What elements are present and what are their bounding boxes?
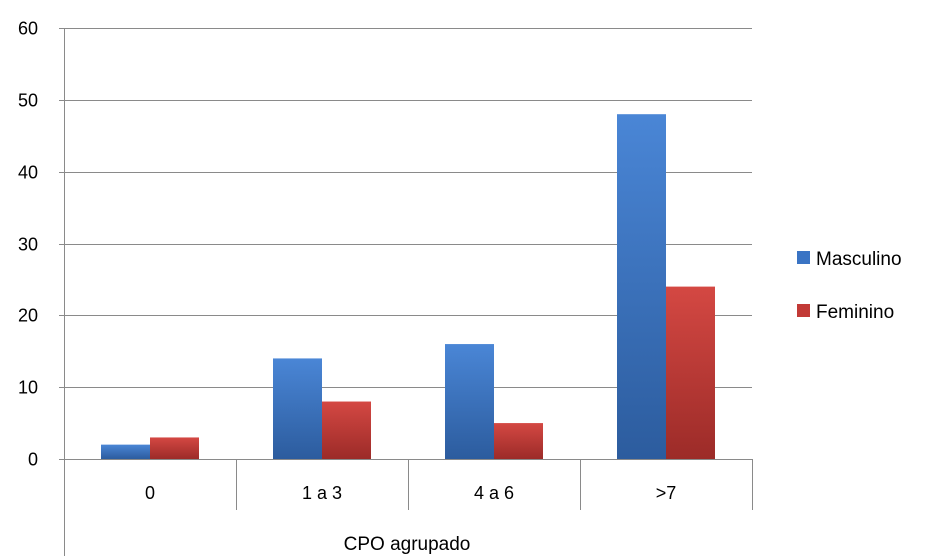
y-tick-label: 40 — [18, 163, 38, 183]
axes — [64, 28, 753, 556]
bar-feminino — [494, 423, 543, 459]
y-tick-label: 50 — [18, 91, 38, 111]
legend-swatch — [797, 304, 810, 317]
bar-masculino — [273, 358, 322, 459]
legend: Masculino Feminino — [797, 249, 902, 323]
bar-masculino — [101, 444, 150, 459]
x-category-label: 4 a 6 — [474, 483, 514, 503]
y-tick-label: 60 — [18, 19, 38, 39]
x-axis-title: CPO agrupado — [344, 534, 471, 555]
legend-swatch — [797, 251, 810, 264]
x-category-label: 0 — [145, 483, 155, 503]
legend-label: Masculino — [816, 249, 902, 270]
bar-masculino — [445, 344, 494, 459]
y-tick-label: 20 — [18, 306, 38, 326]
y-axis-ticks: 0 10 20 30 40 50 60 — [18, 19, 38, 470]
x-category-label: 1 a 3 — [302, 483, 342, 503]
bar-feminino — [666, 286, 715, 459]
y-tick-label: 30 — [18, 235, 38, 255]
x-axis-categories: 0 1 a 3 4 a 6 >7 — [145, 483, 676, 503]
y-tick-label: 10 — [18, 378, 38, 398]
bar-feminino — [150, 437, 199, 459]
bars — [101, 114, 715, 459]
bar-masculino — [617, 114, 666, 459]
legend-label: Feminino — [816, 302, 894, 323]
y-tick-label: 0 — [28, 450, 38, 470]
x-category-label: >7 — [656, 483, 677, 503]
bar-feminino — [322, 401, 371, 459]
